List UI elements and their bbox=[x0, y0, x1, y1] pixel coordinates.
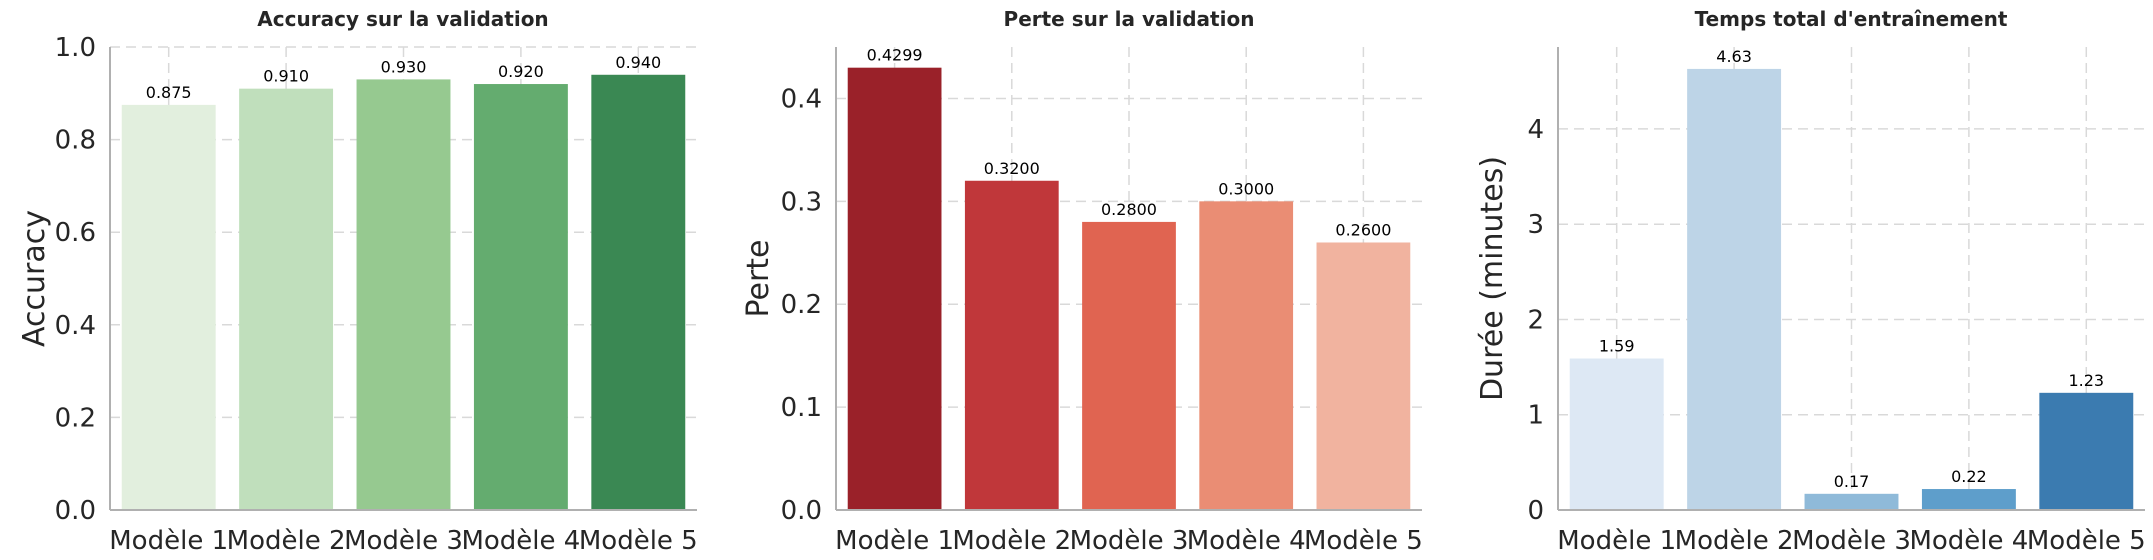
bar-mod-le-4 bbox=[473, 84, 568, 510]
value-label: 0.4299 bbox=[867, 46, 923, 65]
x-tick-label: Modèle 3 bbox=[1792, 526, 1911, 556]
bar-mod-le-2 bbox=[239, 88, 334, 511]
x-tick-label: Modèle 5 bbox=[579, 526, 698, 556]
bar-mod-le-5 bbox=[2039, 392, 2134, 510]
y-tick-label: 0.0 bbox=[781, 496, 822, 526]
bar-mod-le-1 bbox=[1569, 358, 1664, 510]
bar-mod-le-2 bbox=[964, 180, 1059, 510]
x-tick-label: Modèle 5 bbox=[2027, 526, 2146, 556]
x-tick-label: Modèle 1 bbox=[109, 526, 228, 556]
x-tick-label: Modèle 3 bbox=[1070, 526, 1189, 556]
x-tick-label: Modèle 4 bbox=[1187, 526, 1306, 556]
bar-mod-le-3 bbox=[1804, 493, 1899, 510]
y-tick-label: 0.2 bbox=[781, 290, 822, 320]
bar-mod-le-1 bbox=[847, 67, 942, 510]
y-tick-label: 4 bbox=[1527, 115, 1544, 145]
chart-title: Accuracy sur la validation bbox=[257, 7, 548, 31]
bar-mod-le-5 bbox=[1316, 242, 1411, 510]
y-tick-label: 0.8 bbox=[55, 126, 96, 156]
x-tick-label: Modèle 1 bbox=[835, 526, 954, 556]
y-tick-label: 0 bbox=[1527, 496, 1544, 526]
chart-panel-2: 0.4299 0.3200 0.2800 0.3000 0.2600 0.0 0.1 0.2 0… bbox=[741, 7, 1423, 556]
value-label: 0.910 bbox=[263, 67, 309, 86]
value-label: 1.23 bbox=[2068, 371, 2104, 390]
value-label: 0.3000 bbox=[1218, 179, 1274, 198]
x-tick-label: Modèle 3 bbox=[344, 526, 463, 556]
chart-panel-1: 0.875 0.910 0.930 0.920 0.940 0.0 0.2 0.4 0.6 0.8… bbox=[17, 7, 698, 556]
y-tick-label: 2 bbox=[1527, 305, 1544, 335]
x-tick-label: Modèle 4 bbox=[461, 526, 580, 556]
y-tick-label: 1 bbox=[1527, 401, 1544, 431]
bar-mod-le-4 bbox=[1199, 201, 1294, 511]
value-label: 0.3200 bbox=[984, 159, 1040, 178]
value-label: 0.2800 bbox=[1101, 200, 1157, 219]
chart-title: Temps total d'entraînement bbox=[1695, 7, 2008, 31]
y-tick-label: 0.2 bbox=[55, 403, 96, 433]
value-label: 0.22 bbox=[1951, 467, 1987, 486]
x-tick-label: Modèle 4 bbox=[1909, 526, 2028, 556]
x-tick-label: Modèle 1 bbox=[1557, 526, 1676, 556]
value-label: 4.63 bbox=[1716, 47, 1752, 66]
chart-title: Perte sur la validation bbox=[1004, 7, 1255, 31]
bar-mod-le-3 bbox=[356, 79, 451, 510]
bar-mod-le-2 bbox=[1687, 68, 1782, 510]
x-tick-label: Modèle 2 bbox=[1675, 526, 1794, 556]
x-tick-label: Modèle 5 bbox=[1304, 526, 1423, 556]
bar-mod-le-3 bbox=[1082, 221, 1176, 510]
value-label: 1.59 bbox=[1599, 337, 1635, 356]
value-label: 0.920 bbox=[498, 62, 544, 81]
value-label: 0.930 bbox=[381, 57, 427, 76]
bar-mod-le-5 bbox=[591, 74, 686, 510]
x-tick-label: Modèle 2 bbox=[952, 526, 1071, 556]
y-tick-label: 0.1 bbox=[781, 393, 822, 423]
value-label: 0.17 bbox=[1834, 472, 1870, 491]
y-axis-label: Perte bbox=[741, 239, 776, 317]
y-tick-label: 0.4 bbox=[781, 84, 822, 114]
value-label: 0.940 bbox=[615, 53, 661, 72]
x-tick-label: Modèle 2 bbox=[227, 526, 346, 556]
y-tick-label: 0.3 bbox=[781, 187, 822, 217]
y-tick-label: 0.4 bbox=[55, 311, 96, 341]
y-axis-label: Durée (minutes) bbox=[1475, 156, 1510, 401]
y-tick-label: 3 bbox=[1527, 210, 1544, 240]
value-label: 0.875 bbox=[146, 83, 192, 102]
bar-mod-le-4 bbox=[1921, 489, 2016, 510]
y-tick-label: 1.0 bbox=[55, 33, 96, 63]
bar-mod-le-1 bbox=[121, 104, 216, 510]
y-tick-label: 0.6 bbox=[55, 218, 96, 248]
value-label: 0.2600 bbox=[1335, 220, 1391, 239]
y-axis-label: Accuracy bbox=[17, 210, 52, 347]
y-tick-label: 0.0 bbox=[55, 496, 96, 526]
